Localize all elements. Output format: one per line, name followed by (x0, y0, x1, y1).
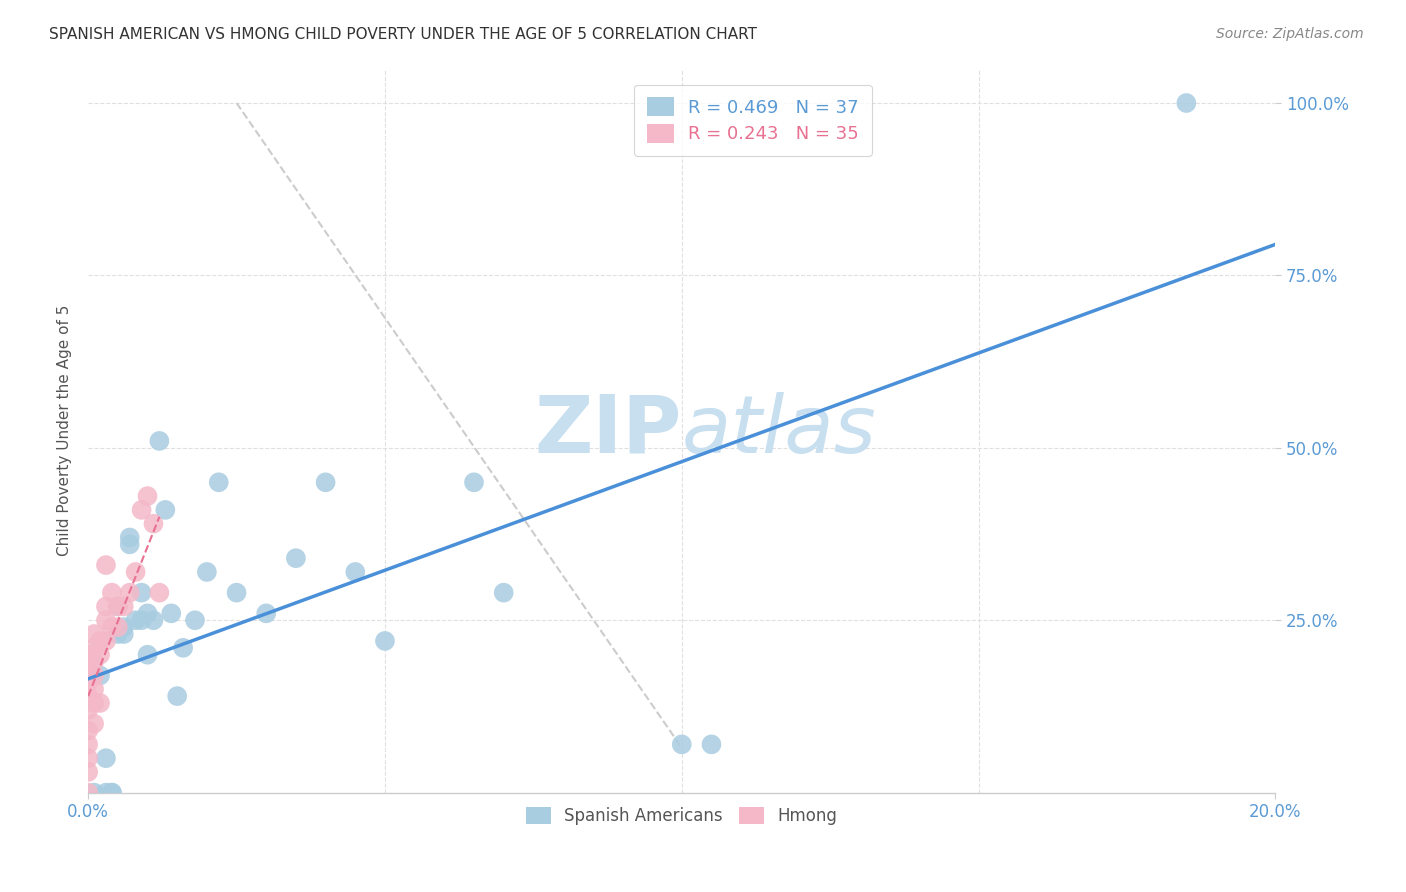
Point (83, 640, 105, 655)
Point (160, 607, 183, 621)
Point (208, 475, 231, 490)
Point (284, 551, 307, 566)
Point (77, 738, 100, 752)
Point (124, 565, 146, 579)
Point (94, 751, 117, 765)
Point (77, 786, 100, 800)
Point (112, 620, 135, 634)
Point (118, 585, 141, 599)
Point (83, 716, 105, 731)
Point (315, 475, 337, 490)
Point (225, 585, 247, 599)
Point (89, 634, 111, 648)
Point (131, 613, 153, 627)
Point (107, 627, 129, 641)
Point (89, 648, 111, 662)
Point (83, 668, 105, 682)
Point (94, 599, 117, 614)
Legend: Spanish Americans, Hmong: Spanish Americans, Hmong (516, 797, 848, 835)
Point (136, 648, 159, 662)
Text: ZIP: ZIP (534, 392, 682, 469)
Point (374, 634, 396, 648)
Point (77, 723, 100, 738)
Point (94, 558, 117, 572)
Point (77, 703, 100, 717)
Point (94, 613, 117, 627)
Point (77, 661, 100, 675)
Point (142, 516, 165, 531)
Point (101, 786, 124, 800)
Point (83, 786, 105, 800)
Point (344, 565, 367, 579)
Point (77, 751, 100, 765)
Point (101, 585, 124, 599)
Point (107, 620, 129, 634)
Text: SPANISH AMERICAN VS HMONG CHILD POVERTY UNDER THE AGE OF 5 CORRELATION CHART: SPANISH AMERICAN VS HMONG CHILD POVERTY … (49, 27, 758, 42)
Point (77, 689, 100, 703)
Text: Source: ZipAtlas.com: Source: ZipAtlas.com (1216, 27, 1364, 41)
Point (77, 648, 100, 662)
Point (77, 764, 100, 779)
Point (492, 585, 515, 599)
Point (77, 675, 100, 690)
Point (107, 599, 129, 614)
Point (112, 627, 135, 641)
Point (155, 503, 177, 517)
Point (131, 503, 153, 517)
Point (112, 599, 135, 614)
Point (700, 738, 723, 752)
Point (118, 531, 141, 545)
Point (1175, 95, 1198, 110)
Point (254, 607, 277, 621)
Point (83, 627, 105, 641)
Point (124, 613, 146, 627)
Point (83, 682, 105, 697)
Point (136, 489, 159, 503)
Point (148, 585, 170, 599)
Y-axis label: Child Poverty Under the Age of 5: Child Poverty Under the Age of 5 (58, 305, 72, 557)
Point (166, 689, 188, 703)
Point (142, 613, 165, 627)
Point (89, 668, 111, 682)
Point (83, 655, 105, 669)
Point (94, 634, 117, 648)
Point (148, 434, 170, 448)
Point (118, 537, 141, 551)
Point (463, 475, 485, 490)
Text: atlas: atlas (682, 392, 876, 469)
Point (94, 786, 117, 800)
Point (83, 696, 105, 710)
Point (184, 613, 207, 627)
Point (101, 620, 124, 634)
Point (136, 607, 159, 621)
Point (172, 640, 194, 655)
Point (131, 585, 153, 599)
Point (671, 738, 693, 752)
Point (107, 599, 129, 614)
Point (195, 565, 218, 579)
Point (101, 786, 124, 800)
Point (89, 696, 111, 710)
